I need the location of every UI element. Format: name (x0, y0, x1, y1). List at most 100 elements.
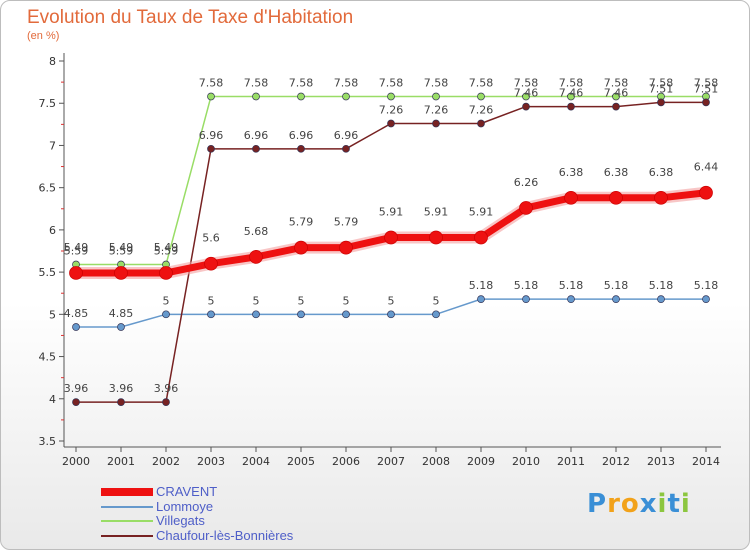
data-label: 7.26 (379, 103, 404, 116)
data-label: 7.51 (694, 82, 719, 95)
data-point (567, 102, 575, 111)
data-point (477, 92, 485, 101)
data-label: 5.49 (154, 241, 179, 254)
data-point (207, 144, 215, 153)
data-point (249, 250, 263, 264)
data-label: 5.68 (244, 225, 269, 238)
logo-letter: i (680, 489, 691, 519)
data-point (522, 102, 530, 111)
data-point (387, 119, 395, 128)
data-point (609, 190, 623, 205)
y-tick-label: 5.5 (39, 266, 57, 279)
data-label: 7.46 (514, 87, 539, 100)
data-label: 5.18 (604, 279, 629, 292)
data-point (252, 310, 260, 319)
data-label: 4.85 (64, 307, 89, 320)
data-label: 7.58 (649, 76, 674, 89)
legend-label-chaufour: Chaufour-lès-Bonnières (156, 527, 294, 543)
data-point (654, 190, 668, 205)
data-label: 5.18 (649, 279, 674, 292)
data-point (429, 230, 443, 245)
data-point (612, 295, 620, 303)
data-point (522, 295, 530, 303)
data-label: 7.58 (514, 76, 539, 89)
data-label: 5 (388, 294, 395, 307)
data-label: 7.58 (424, 76, 449, 89)
legend-swatch-lommoye (101, 505, 153, 508)
y-tick-label: 8 (49, 55, 56, 68)
data-label: 5.91 (424, 205, 449, 218)
data-label: 7.46 (604, 87, 629, 100)
data-label: 6.38 (559, 166, 584, 179)
x-tick-label: 2005 (287, 455, 315, 468)
data-point (699, 185, 713, 200)
data-label: 5.18 (559, 279, 584, 292)
data-label: 4.85 (109, 307, 134, 320)
data-label: 6.44 (694, 161, 719, 174)
data-label: 5.6 (202, 232, 220, 245)
data-label: 7.58 (334, 76, 359, 89)
data-point (162, 310, 170, 319)
x-tick-label: 2009 (467, 455, 495, 468)
data-point (339, 240, 353, 255)
data-point (702, 295, 710, 303)
data-label: 7.46 (559, 87, 584, 100)
data-label: 5.18 (694, 279, 719, 292)
data-label: 7.58 (469, 76, 494, 89)
data-label: 5 (253, 294, 260, 307)
logo-letter: r (607, 489, 621, 519)
y-tick-label: 4 (49, 393, 56, 406)
data-point (432, 119, 440, 128)
data-point (69, 266, 83, 280)
data-label: 5 (343, 294, 350, 307)
data-point (117, 398, 125, 407)
data-label: 7.58 (289, 76, 314, 89)
logo-letter: t (667, 489, 681, 519)
data-label: 7.58 (694, 76, 719, 89)
data-point (72, 323, 80, 331)
data-label: 6.38 (604, 166, 629, 179)
data-label: 5.59 (154, 245, 179, 258)
data-label: 5.18 (469, 279, 494, 292)
data-point (294, 240, 308, 255)
data-label: 7.26 (424, 103, 449, 116)
data-label: 7.51 (649, 82, 674, 95)
data-point (567, 295, 575, 303)
data-label: 5.49 (64, 241, 89, 254)
data-label: 7.58 (199, 76, 224, 89)
legend-label-lommoye: Lommoye (156, 498, 214, 514)
data-point (387, 92, 395, 101)
chart-subtitle: (en %) (27, 30, 60, 42)
data-label: 7.58 (244, 76, 269, 89)
x-tick-label: 2011 (557, 455, 585, 468)
data-label: 5.79 (289, 216, 314, 229)
data-point (342, 144, 350, 153)
legend-swatch-chaufour (101, 534, 153, 537)
x-tick-label: 2002 (152, 455, 180, 468)
logo-letter: x (639, 489, 658, 519)
data-point (297, 144, 305, 153)
data-point (612, 92, 620, 101)
data-point (207, 92, 215, 101)
logo-letter: i (657, 489, 668, 519)
proxiti-logo: Proxiti (587, 489, 691, 519)
data-label: 5.59 (109, 245, 134, 258)
x-tick-label: 2010 (512, 455, 540, 468)
data-point (657, 295, 665, 303)
data-point (297, 310, 305, 319)
data-point (432, 310, 440, 319)
data-label: 6.96 (199, 129, 224, 142)
data-point (342, 92, 350, 101)
data-point (612, 102, 620, 111)
data-point (162, 398, 170, 407)
data-label: 5 (208, 294, 215, 307)
data-point (702, 98, 710, 107)
data-point (657, 98, 665, 107)
data-point (477, 119, 485, 128)
x-tick-label: 2003 (197, 455, 225, 468)
data-point (204, 256, 218, 271)
data-label: 5.91 (469, 205, 494, 218)
x-tick-label: 2007 (377, 455, 405, 468)
